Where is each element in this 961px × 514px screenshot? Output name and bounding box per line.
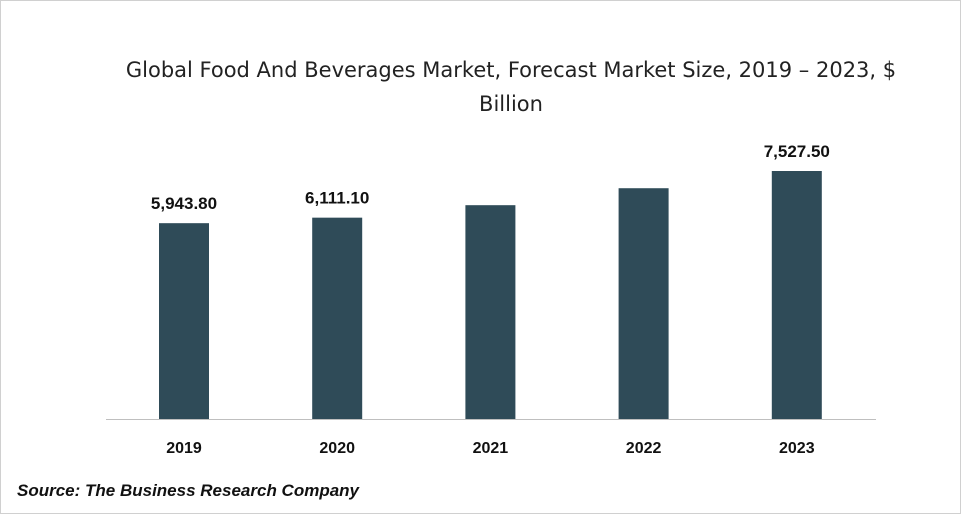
bar-2023 [771,171,822,419]
bar-2020 [312,217,363,419]
x-tick-label-2022: 2022 [626,440,662,457]
data-label-2023: 7,527.50 [764,142,830,161]
x-tick-label-2020: 2020 [319,440,355,457]
chart-title: Global Food And Beverages Market, Foreca… [125,58,897,116]
bar-2021 [465,205,516,419]
data-label-2019: 5,943.80 [151,194,217,213]
data-label-2020: 6,111.10 [305,189,369,208]
x-tick-label-2019: 2019 [166,440,202,457]
bar-2019 [159,223,209,419]
x-tick-label-2023: 2023 [779,440,815,457]
bar-2022 [618,188,669,419]
source-note: Source: The Business Research Company [17,481,360,500]
x-tick-label-2021: 2021 [473,440,509,457]
